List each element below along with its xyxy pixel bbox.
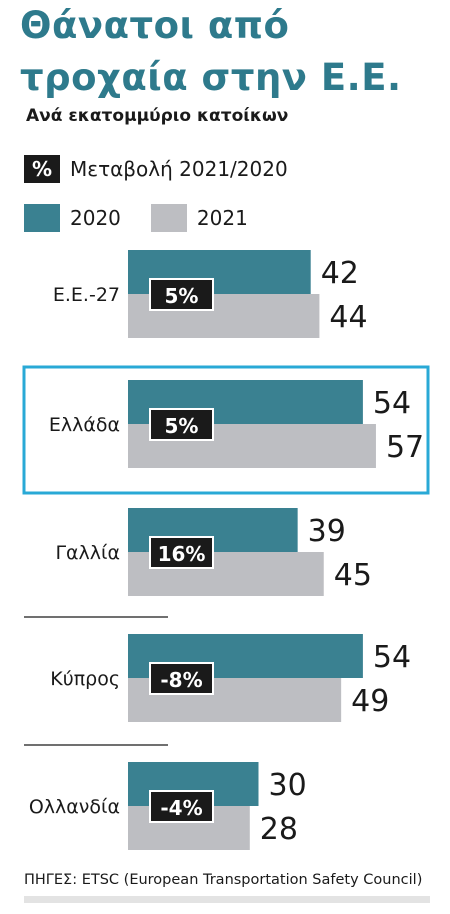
value-label-2021-cat-4: 28 <box>260 812 298 847</box>
legend-swatch-2020 <box>24 204 60 232</box>
value-label-2020-cat-3: 54 <box>373 640 411 675</box>
value-label-2021-cat-1: 57 <box>386 430 424 465</box>
chart-subtitle: Ανά εκατομμύριο κατοίκων <box>26 106 289 126</box>
change-label-cat-1: 5% <box>165 414 199 438</box>
value-label-2021-cat-3: 49 <box>351 684 389 719</box>
value-label-2021-cat-0: 44 <box>329 300 367 335</box>
highlight-frame <box>22 365 430 495</box>
chart-title: Θάνατοι από τροχαία στην Ε.Ε. <box>20 4 402 99</box>
legend-label-2021: 2021 <box>196 206 248 230</box>
category-label-cat-0: Ε.Ε.-27 <box>53 284 120 306</box>
legend-series: 2020 2021 <box>24 204 248 232</box>
source-note: ΠΗΓΕΣ: ETSC (European Transportation Saf… <box>24 872 423 888</box>
legend-change: % Μεταβολή 2021/2020 <box>24 155 288 183</box>
change-label-cat-3: -8% <box>160 668 202 692</box>
category-label-cat-1: Ελλάδα <box>49 414 120 436</box>
change-label-cat-2: 16% <box>158 542 206 566</box>
change-label-cat-0: 5% <box>165 284 199 308</box>
value-label-2021-cat-2: 45 <box>334 558 372 593</box>
category-label-cat-3: Κύπρος <box>50 668 120 690</box>
change-badge-cat-4 <box>149 790 214 823</box>
category-label-cat-4: Ολλανδία <box>29 796 120 818</box>
category-label-cat-2: Γαλλία <box>55 542 120 564</box>
value-label-2020-cat-1: 54 <box>373 386 411 421</box>
value-label-2020-cat-0: 42 <box>321 256 359 291</box>
value-label-2020-cat-2: 39 <box>308 514 346 549</box>
change-badge-cat-2 <box>149 536 214 569</box>
value-label-2020-cat-4: 30 <box>269 768 307 803</box>
change-label-cat-4: -4% <box>160 796 202 820</box>
change-badge-cat-3 <box>149 662 214 695</box>
legend-label-2020: 2020 <box>70 206 121 230</box>
legend-swatch-2021 <box>150 204 187 232</box>
legend-change-label: Μεταβολή 2021/2020 <box>70 157 288 181</box>
change-badge-cat-1 <box>149 408 214 441</box>
change-badge-cat-0 <box>149 278 214 311</box>
percent-badge-icon: % <box>24 155 60 183</box>
footer-bar <box>24 896 430 903</box>
